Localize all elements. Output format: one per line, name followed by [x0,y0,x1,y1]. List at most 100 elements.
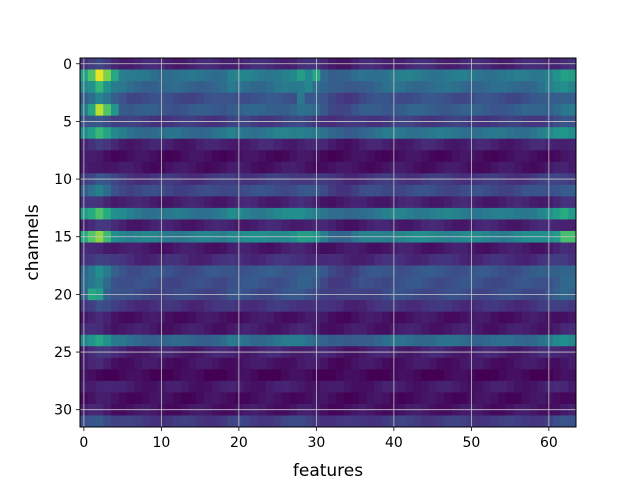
heatmap-cell [405,150,414,163]
heatmap-cell [320,380,329,393]
heatmap-cell [266,323,275,336]
heatmap-cell [514,207,523,220]
heatmap-cell [335,81,344,93]
heatmap-cell [366,104,375,117]
heatmap-cell [405,357,414,370]
heatmap-cell [506,242,515,255]
heatmap-cell [428,184,437,197]
heatmap-cell [188,184,197,197]
heatmap-cell [335,254,344,266]
heatmap-cell [537,196,546,209]
heatmap-cell [459,311,468,324]
heatmap-cell [289,92,298,105]
heatmap-cell [506,104,515,117]
heatmap-cell [514,323,523,336]
heatmap-cell [366,311,375,324]
heatmap-cell [459,323,468,336]
heatmap-cell [436,369,445,382]
heatmap-cell [227,150,236,163]
heatmap-cell [436,219,445,232]
heatmap-cell [413,357,422,370]
heatmap-cell [328,357,337,370]
heatmap-cell [343,196,352,209]
heatmap-cell [266,357,275,370]
heatmap-cell [188,69,197,82]
heatmap-cell [405,104,414,117]
heatmap-cell [126,207,135,220]
heatmap-cell [103,219,112,232]
heatmap-cell [452,127,461,140]
heatmap-cell [490,184,499,197]
heatmap-cell [242,219,251,232]
heatmap-cell [242,196,251,209]
heatmap-cell [444,196,453,209]
heatmap-cell [475,277,484,289]
heatmap-cell [529,415,538,428]
heatmap-cell [118,254,127,266]
heatmap-cell [452,150,461,163]
heatmap-cell [95,300,104,313]
heatmap-cell [374,184,383,197]
heatmap-cell [552,300,561,313]
heatmap-cell [374,300,383,313]
heatmap-cell [258,196,267,209]
heatmap-cell [444,357,453,370]
heatmap-cell [289,380,298,393]
heatmap-cell [428,311,437,324]
heatmap-cell [134,392,143,405]
heatmap-cell [459,277,468,289]
heatmap-cell [506,277,515,289]
heatmap-cell [266,415,275,428]
heatmap-cell [421,138,430,151]
heatmap-cell [374,254,383,266]
heatmap-cell [211,81,220,93]
heatmap-cell [204,207,213,220]
heatmap-cell [382,369,391,382]
heatmap-cell [529,127,538,140]
heatmap-cell [428,219,437,232]
heatmap-cell [103,254,112,266]
heatmap-cell [490,161,499,174]
heatmap-cell [351,265,360,278]
heatmap-cell [428,415,437,428]
heatmap-cell [173,150,182,163]
heatmap-cell [452,207,461,220]
heatmap-cell [281,357,290,370]
heatmap-cell [165,357,174,370]
heatmap-cell [405,81,414,93]
heatmap-cell [328,81,337,93]
heatmap-cell [397,265,406,278]
heatmap-cell [428,150,437,163]
heatmap-cell [289,196,298,209]
heatmap-cell [413,323,422,336]
heatmap-cell [529,150,538,163]
heatmap-cell [452,311,461,324]
heatmap-cell [204,219,213,232]
heatmap-cell [537,219,546,232]
heatmap-cell [103,161,112,174]
heatmap-cell [87,92,96,105]
heatmap-cell [560,415,569,428]
heatmap-cell [459,369,468,382]
heatmap-cell [111,265,120,278]
heatmap-cell [188,127,197,140]
heatmap-cell [374,392,383,405]
heatmap-cell [506,323,515,336]
heatmap-cell [335,196,344,209]
heatmap-cell [204,161,213,174]
heatmap-cell [281,127,290,140]
heatmap-cell [514,81,523,93]
heatmap-cell [227,92,236,105]
heatmap-cell [351,323,360,336]
heatmap-cell [529,184,538,197]
heatmap-cell [529,380,538,393]
heatmap-cell [351,207,360,220]
heatmap-cell [351,127,360,140]
heatmap-cell [421,242,430,255]
heatmap-cell [142,196,151,209]
heatmap-cell [537,138,546,151]
heatmap-cell [560,69,569,82]
heatmap-cell [359,254,368,266]
heatmap-cell [366,150,375,163]
heatmap-cell [134,138,143,151]
